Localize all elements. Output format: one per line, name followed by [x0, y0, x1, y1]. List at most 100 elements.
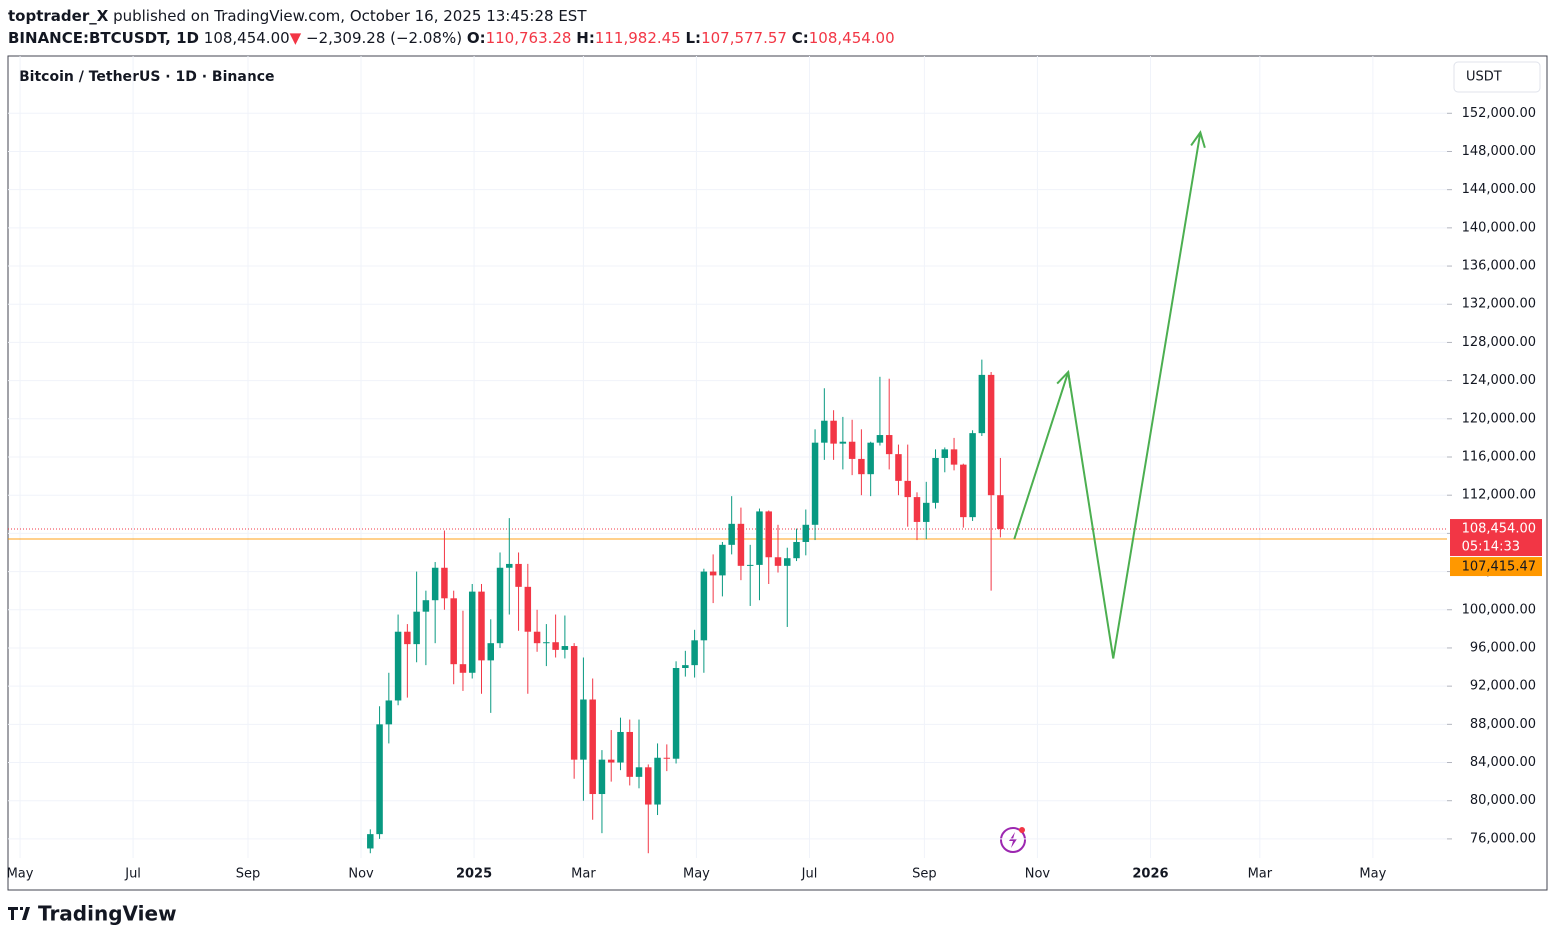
brand-logo: [8, 907, 30, 920]
candle-body: [885, 435, 893, 455]
candle-body: [913, 497, 921, 522]
candle-body: [524, 586, 532, 632]
y-tick-label: 144,000.00: [1462, 182, 1536, 197]
candle-body: [793, 541, 800, 559]
candle-body: [413, 611, 420, 645]
candle-body: [626, 731, 633, 777]
candle-body: [496, 567, 504, 644]
ohlc-value: 107,577.57: [701, 29, 787, 47]
y-tick-label: 132,000.00: [1462, 297, 1536, 312]
chart-title: Bitcoin / TetherUS · 1D · Binance: [19, 69, 275, 85]
x-tick-label: May: [683, 867, 710, 882]
candle-body: [784, 558, 791, 566]
candle-body: [746, 564, 754, 566]
ohlc-label: O:: [466, 29, 486, 47]
brand: TradingView: [8, 902, 177, 926]
candle-body: [450, 598, 457, 665]
ohlc-label: H:: [576, 29, 595, 47]
arrow: ▼: [289, 29, 302, 47]
candle-body: [404, 631, 411, 645]
candle-body: [978, 374, 986, 434]
x-tick-label: May: [1359, 867, 1386, 882]
x-tick-label: Nov: [1025, 867, 1051, 882]
currency[interactable]: USDT: [1466, 70, 1502, 85]
y-tick-label: 88,000.00: [1470, 717, 1536, 732]
ohlc-value: 108,454.00: [808, 29, 895, 47]
author[interactable]: toptrader_X: [8, 7, 109, 25]
symbol: BINANCE:BTCUSDT, 1D: [8, 29, 199, 47]
candle-body: [774, 557, 782, 566]
currency-button[interactable]: [1453, 61, 1541, 93]
candle-body: [811, 442, 819, 525]
candle-body: [709, 571, 717, 576]
ohlc-value: 111,982.45: [594, 29, 681, 47]
symbol-line: BINANCE:BTCUSDT, 1D 108,454.00▼ −2,309.2…: [8, 29, 895, 47]
x-tick-label: Jul: [801, 867, 818, 882]
y-tick-label: 80,000.00: [1470, 793, 1536, 808]
y-tick-label: 124,000.00: [1462, 373, 1536, 388]
forecast-path: [1013, 132, 1202, 659]
candle-body: [960, 464, 967, 518]
candle-body: [367, 834, 374, 849]
arrow-head: [1056, 369, 1072, 389]
candle-body: [487, 643, 494, 661]
candle-body: [987, 374, 995, 496]
candle-body: [895, 454, 902, 481]
y-tick-label: 140,000.00: [1462, 220, 1536, 235]
candle-body: [728, 523, 735, 545]
candle-body: [635, 767, 643, 777]
alert-icon[interactable]: [1000, 827, 1026, 853]
y-tick-label: 100,000.00: [1462, 602, 1536, 617]
ohlc-label: L:: [685, 29, 702, 47]
x-tick-label: Mar: [1248, 867, 1273, 882]
candle-body: [700, 571, 708, 641]
candle-body: [663, 757, 671, 759]
candle-body: [617, 731, 624, 763]
candle-body: [719, 544, 726, 576]
x-tick-label: Sep: [912, 867, 937, 882]
candle-body: [478, 591, 485, 661]
ohlc-label: C:: [791, 29, 809, 47]
candle-body: [533, 631, 541, 644]
y-tick-label: 152,000.00: [1462, 106, 1536, 121]
level-box: [1450, 557, 1542, 577]
candle-body: [468, 591, 476, 673]
level-label: 107,415.47: [1462, 560, 1536, 575]
publish-line: toptrader_X published on TradingView.com…: [8, 7, 587, 25]
candle-body: [821, 420, 828, 443]
candle-body: [441, 567, 448, 599]
y-tick-label: 128,000.00: [1462, 335, 1536, 350]
candle-body: [385, 700, 393, 725]
candle-body: [756, 511, 763, 565]
published: published on TradingView.com, October 16…: [113, 7, 587, 25]
candle-body: [376, 724, 383, 835]
candle-body: [607, 759, 615, 763]
countdown: 05:14:33: [1462, 540, 1520, 555]
alert-dot: [1019, 827, 1025, 833]
candle-body: [904, 480, 911, 498]
candle-body: [580, 699, 587, 760]
last-price-label: 108,454.00: [1462, 522, 1536, 537]
candle-body: [876, 435, 884, 443]
candle-body: [941, 449, 949, 458]
alert-bolt: [1009, 832, 1017, 848]
alert-ring: [1000, 827, 1026, 853]
grid: [8, 56, 1447, 858]
y-tick-label: 84,000.00: [1470, 755, 1536, 770]
x-tick-label: Mar: [571, 867, 596, 882]
y-tick-label: 148,000.00: [1462, 144, 1536, 159]
candle-body: [737, 523, 745, 566]
ohlc-value: 110,763.28: [485, 29, 572, 47]
candle-body: [839, 441, 847, 444]
last: 108,454.00: [203, 29, 290, 47]
y-tick-label: 92,000.00: [1470, 679, 1536, 694]
candle-body: [543, 642, 550, 644]
x-tick-label: 2026: [1132, 867, 1168, 882]
x-tick-label: May: [7, 867, 34, 882]
candle-body: [654, 757, 661, 805]
change: −2,309.28 (−2.08%): [306, 29, 463, 47]
candle-body: [765, 511, 772, 558]
x-tick-label: 2025: [456, 867, 492, 882]
x-tick-label: Jul: [124, 867, 141, 882]
candle-body: [802, 524, 810, 542]
